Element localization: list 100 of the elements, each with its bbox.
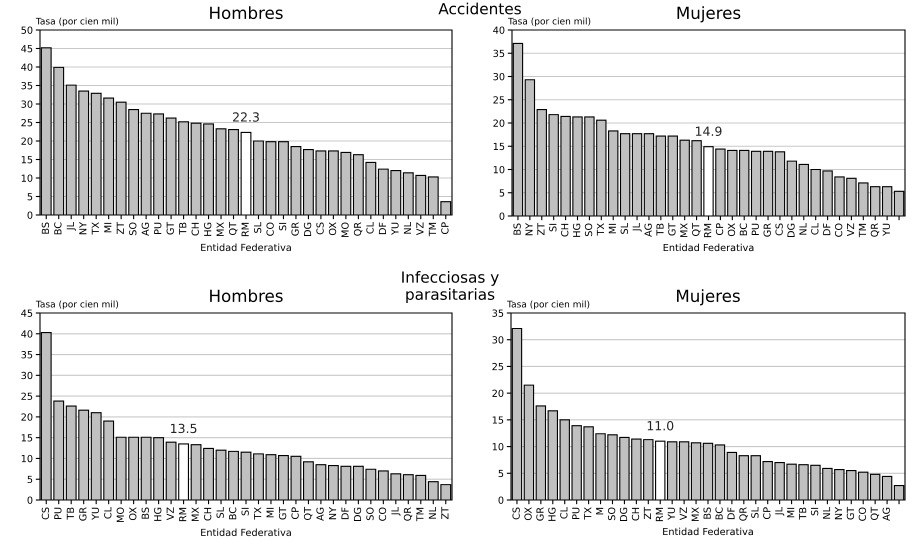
x-tick-label: SI xyxy=(549,224,557,232)
x-tick-label: M xyxy=(596,508,604,514)
text: Accidentes xyxy=(438,2,521,14)
x-tick-label: AG xyxy=(644,224,652,237)
x-tick-label: MX xyxy=(216,222,224,236)
x-axis-title: Entidad Federativa xyxy=(663,528,753,536)
y-tick-label: 20 xyxy=(21,137,32,145)
x-tick-label: OX xyxy=(129,507,136,520)
x-tick-label: CH xyxy=(632,508,640,520)
y-tick-label: 20 xyxy=(493,119,504,127)
x-tick-label: BS xyxy=(142,507,149,519)
x-tick-label: CS xyxy=(316,222,324,234)
x-tick-label: CH xyxy=(561,224,568,236)
x-tick-label: PU xyxy=(154,222,162,234)
x-tick-label: PU xyxy=(54,508,62,519)
y-tick-label: 35 xyxy=(21,82,32,90)
x-tick-label: MI xyxy=(608,224,616,234)
x-tick-label: TM xyxy=(428,222,436,236)
x-tick-label: NY xyxy=(834,506,842,520)
x-tick-label: SI xyxy=(278,222,286,230)
y-tick-label: 25 xyxy=(493,96,504,104)
x-tick-label: DG xyxy=(787,224,795,238)
y-tick-label: 10 xyxy=(22,454,32,462)
x-tick-label: JL xyxy=(391,507,400,516)
x-tick-label: BC xyxy=(54,222,62,234)
x-tick-label: SI xyxy=(241,508,249,516)
x-tick-label: SO xyxy=(129,222,136,236)
x-tick-label: NY xyxy=(328,506,336,520)
x-tick-label: GT xyxy=(166,222,174,235)
x-tick-label: YU xyxy=(92,508,100,520)
y-tick-label: 20 xyxy=(492,390,504,397)
x-tick-label: PU xyxy=(752,224,759,235)
y-tick-label: 40 xyxy=(21,330,32,338)
x-tick-label: NY xyxy=(79,222,86,234)
chart-title: Mujeres xyxy=(677,289,740,306)
y-tick-label: 35 xyxy=(21,351,32,358)
x-tick-label: NY xyxy=(525,222,533,236)
y-tick-label: 5 xyxy=(500,189,504,197)
x-tick-label: QR xyxy=(354,222,362,236)
y-tick-label: 5 xyxy=(28,193,32,200)
x-tick-label: MI xyxy=(266,508,274,518)
x-axis-title: Entidad Federativa xyxy=(201,528,291,536)
x-tick-label: NL xyxy=(822,507,830,519)
x-tick-label: RM xyxy=(242,222,249,236)
x-tick-label: BS xyxy=(42,222,50,234)
x-tick-label: CH xyxy=(204,508,212,520)
x-tick-label: JL xyxy=(632,223,642,232)
x-axis-title: Entidad Federativa xyxy=(664,244,754,252)
x-tick-label: MI xyxy=(104,222,112,232)
x-tick-label: QR xyxy=(404,507,412,521)
x-tick-label: BS xyxy=(513,223,521,235)
x-tick-label: GT xyxy=(846,506,854,520)
x-tick-label: AG xyxy=(882,508,890,521)
x-tick-label: VZ xyxy=(680,507,687,520)
x-tick-label: MX xyxy=(680,223,688,238)
y-tick-label: 0 xyxy=(500,212,504,220)
x-tick-label: RM xyxy=(704,224,712,238)
y-axis-title: Tasa (por cien mil) xyxy=(36,18,118,26)
x-tick-label: QT xyxy=(228,222,238,235)
x-tick-label: MO xyxy=(116,507,124,522)
x-tick-label: SO xyxy=(366,507,374,520)
x-tick-label: GR xyxy=(764,223,771,237)
x-tick-label: SL xyxy=(620,223,628,234)
x-tick-label: HG xyxy=(204,222,212,236)
chart-title: Hombres xyxy=(210,6,283,20)
x-tick-label: MI xyxy=(787,508,794,518)
text: Infecciosas y parasitarias xyxy=(402,271,499,303)
x-tick-label: CS xyxy=(42,507,50,520)
x-axis-title: Entidad Federativa xyxy=(201,244,291,252)
y-tick-label: 30 xyxy=(21,100,32,108)
x-tick-label: CP xyxy=(763,507,771,520)
x-tick-label: YU xyxy=(668,508,676,520)
x-tick-label: RM xyxy=(656,508,663,522)
y-tick-label: 15 xyxy=(494,142,504,150)
x-tick-label: BC xyxy=(740,223,748,236)
data-label: 14.9 xyxy=(696,126,722,136)
x-tick-label: JL xyxy=(775,507,784,516)
x-tick-label: CH xyxy=(192,222,199,236)
x-tick-label: QT xyxy=(692,222,701,236)
y-tick-label: 30 xyxy=(21,372,32,380)
x-tick-label: BS xyxy=(703,507,711,519)
y-tick-label: 40 xyxy=(21,63,32,71)
y-tick-label: 20 xyxy=(21,413,32,421)
x-tick-label: TM xyxy=(858,224,866,238)
y-tick-label: 0 xyxy=(28,496,32,504)
x-tick-label: NL xyxy=(799,223,806,235)
x-tick-label: TB xyxy=(656,224,664,236)
x-tick-label: CL xyxy=(560,507,568,519)
x-tick-label: TB xyxy=(66,508,74,520)
x-tick-label: OX xyxy=(524,507,532,520)
x-tick-label: CO xyxy=(378,507,386,521)
x-tick-label: AG xyxy=(142,222,149,236)
x-tick-label: CO xyxy=(858,507,866,521)
y-tick-label: 0 xyxy=(28,211,32,219)
x-tick-label: SI xyxy=(810,508,818,516)
x-tick-label: OX xyxy=(328,222,336,236)
x-tick-label: CO xyxy=(266,222,274,236)
x-tick-label: TX xyxy=(92,222,99,235)
x-tick-label: CP xyxy=(441,222,449,234)
x-tick-label: HG xyxy=(572,224,580,237)
